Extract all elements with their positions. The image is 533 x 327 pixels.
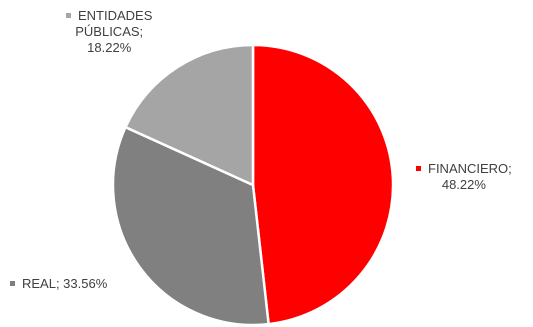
label-entidades-name-2: PÚBLICAS; — [75, 24, 144, 39]
data-label-real: REAL; 33.56% — [10, 276, 107, 292]
marker-real — [10, 281, 15, 287]
data-label-financiero: FINANCIERO; 48.22% — [416, 161, 512, 193]
label-entidades-name-1: ENTIDADES — [78, 8, 153, 23]
label-financiero-name: FINANCIERO; — [428, 161, 512, 176]
pie-slice-entidades-públicas — [124, 43, 255, 187]
label-financiero-value: 48.22% — [441, 177, 486, 192]
label-real-text: REAL; 33.56% — [22, 276, 108, 291]
pie-slice-real — [111, 125, 270, 327]
pie-slice-financiero — [251, 43, 395, 326]
marker-entidades-publicas — [66, 13, 71, 19]
data-label-entidades-publicas: ENTIDADES PÚBLICAS; 18.22% — [66, 8, 152, 56]
marker-financiero — [416, 166, 421, 172]
label-entidades-value: 18.22% — [87, 40, 132, 55]
